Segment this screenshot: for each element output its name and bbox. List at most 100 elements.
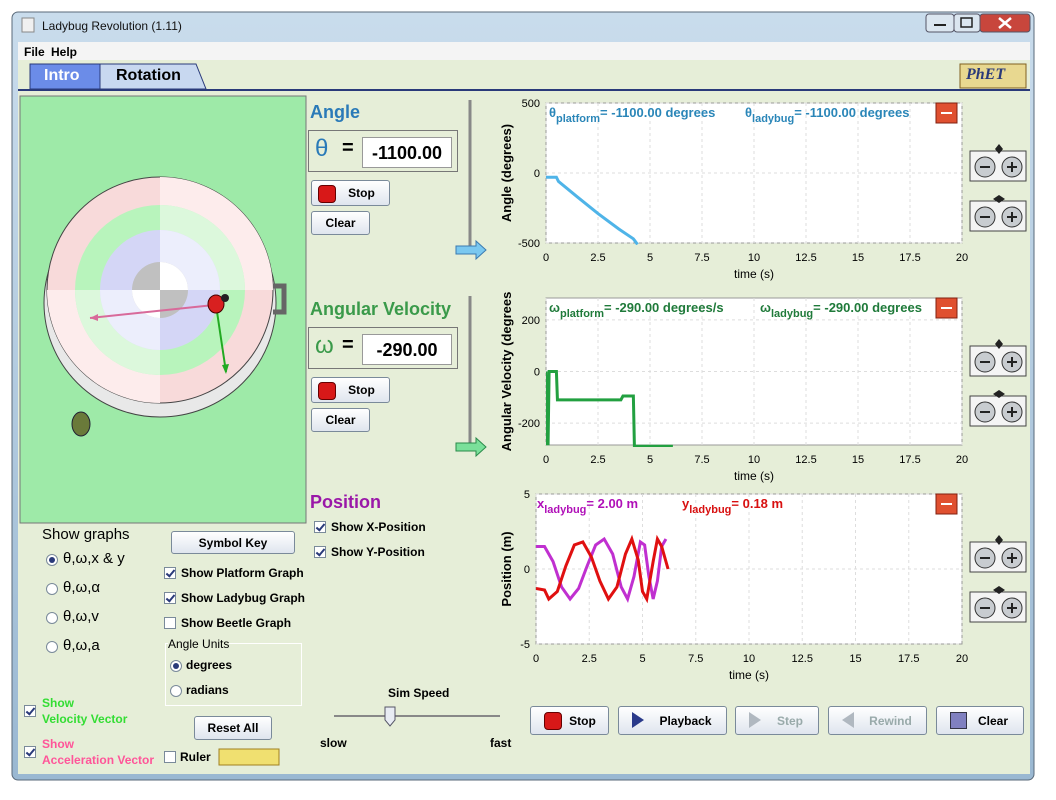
maximize-button[interactable] — [953, 13, 981, 33]
y-tick-label: -5 — [520, 639, 530, 651]
x-tick-label: 0 — [543, 454, 549, 466]
platform-handle[interactable] — [273, 283, 287, 315]
acceleration-vector — [89, 304, 215, 319]
panel-title: Position — [310, 492, 381, 512]
playback-button[interactable]: Step — [735, 706, 819, 735]
zoom-arrows — [993, 195, 1005, 203]
checkbox[interactable] — [314, 546, 326, 558]
checkbox[interactable] — [164, 567, 176, 579]
tab-label[interactable]: Rotation — [116, 67, 181, 84]
x-tick-label: 5 — [639, 653, 645, 665]
y-tick-label: 0 — [524, 564, 530, 576]
radio[interactable] — [46, 583, 58, 595]
clear-button[interactable]: Clear — [311, 408, 370, 432]
zoom-arrows — [995, 535, 1003, 545]
series-line — [546, 370, 673, 447]
menu-item[interactable]: File — [24, 45, 45, 59]
readout-subscript: platform — [560, 308, 604, 320]
readout: ωladybug= -290.00 degrees — [760, 300, 922, 320]
symbol-key-button[interactable]: Symbol Key — [171, 531, 295, 554]
readout-symbol: ω — [549, 300, 560, 315]
menu-item[interactable]: Help — [51, 45, 78, 59]
radio-label: degrees — [186, 658, 233, 672]
x-tick-label: 15 — [849, 653, 861, 665]
x-tick-label: 10 — [748, 454, 760, 466]
vector-label: Velocity Vector — [42, 712, 128, 726]
beetle[interactable] — [71, 411, 91, 437]
playback-button[interactable]: Playback — [618, 706, 727, 735]
playback-button[interactable]: Stop — [530, 706, 609, 735]
checkbox[interactable] — [24, 746, 36, 758]
checkbox[interactable] — [24, 705, 36, 717]
radio[interactable] — [46, 554, 58, 566]
y-axis-label: Angular Velocity (degrees — [499, 292, 514, 452]
speed-thumb[interactable] — [384, 706, 396, 727]
ladybug[interactable] — [207, 294, 225, 314]
x-tick-label: 17.5 — [898, 653, 919, 665]
reset-all-button[interactable]: Reset All — [194, 716, 272, 740]
readout-box — [308, 130, 458, 172]
zoom-arrows — [993, 586, 1005, 594]
checkbox-label: Ruler — [180, 750, 211, 764]
value-field[interactable]: -1100.00 — [362, 137, 452, 168]
series-line — [536, 534, 670, 604]
y-tick-label: 0 — [534, 168, 540, 180]
y-tick-label: 200 — [522, 315, 540, 327]
readout-box — [308, 327, 458, 369]
slider-max: fast — [490, 736, 512, 750]
arrow-head — [222, 364, 229, 374]
symbol: ω — [315, 332, 334, 359]
x-axis-label: time (s) — [734, 469, 774, 483]
readout-symbol: x — [537, 496, 545, 511]
series-line — [546, 175, 639, 245]
readout: θladybug= -1100.00 degrees — [745, 105, 909, 125]
readout: θplatform= -1100.00 degrees — [549, 105, 715, 125]
value-field[interactable]: -290.00 — [362, 334, 452, 365]
readout-symbol: y — [682, 496, 690, 511]
zoom-icon — [1007, 162, 1017, 172]
x-tick-label: 5 — [647, 454, 653, 466]
play-icon — [749, 712, 761, 728]
slider-title: Sim Speed — [388, 686, 450, 700]
slider-min: slow — [320, 736, 347, 750]
clear-button[interactable]: Clear — [311, 211, 370, 235]
stop-icon — [318, 382, 336, 400]
readout-subscript: ladybug — [544, 504, 586, 516]
vector-label: Acceleration Vector — [42, 753, 155, 767]
radio[interactable] — [46, 641, 58, 653]
readout-subscript: ladybug — [771, 308, 813, 320]
ruler-icon — [218, 748, 280, 766]
x-tick-label: 2.5 — [590, 454, 605, 466]
zoom-icon — [1007, 357, 1017, 367]
ladybug-head — [221, 294, 229, 302]
radio[interactable] — [170, 685, 182, 697]
radio[interactable] — [46, 612, 58, 624]
checkbox[interactable] — [164, 751, 176, 763]
group-title: Show graphs — [42, 526, 130, 543]
checkbox[interactable] — [314, 521, 326, 533]
readout: xladybug= 2.00 m — [537, 496, 638, 516]
checkbox-label: Show Platform Graph — [181, 566, 304, 580]
radio-label: radians — [186, 683, 229, 697]
platform-sector — [132, 262, 188, 318]
symbol: θ — [315, 135, 329, 162]
clear-icon — [950, 712, 967, 729]
minimize-button[interactable] — [925, 13, 955, 33]
zoom-arrows — [995, 339, 1003, 349]
radio[interactable] — [170, 660, 182, 672]
checkbox[interactable] — [164, 617, 176, 629]
checkbox-label: Show Ladybug Graph — [181, 591, 306, 605]
panel-title: Angle — [310, 102, 361, 122]
zoom-icon — [1007, 603, 1017, 613]
group-title: Angle Units — [168, 637, 230, 651]
x-tick-label: 0 — [543, 252, 549, 264]
x-tick-label: 20 — [956, 454, 968, 466]
tab-rotation[interactable] — [99, 63, 207, 90]
zoom-arrows — [995, 144, 1003, 154]
readout-subscript: ladybug — [752, 113, 794, 125]
tab-label[interactable]: Intro — [44, 67, 80, 84]
checkbox[interactable] — [164, 592, 176, 604]
radio-label: θ,ω,v — [63, 608, 99, 625]
y-axis-label: Angle (degrees) — [499, 124, 514, 222]
